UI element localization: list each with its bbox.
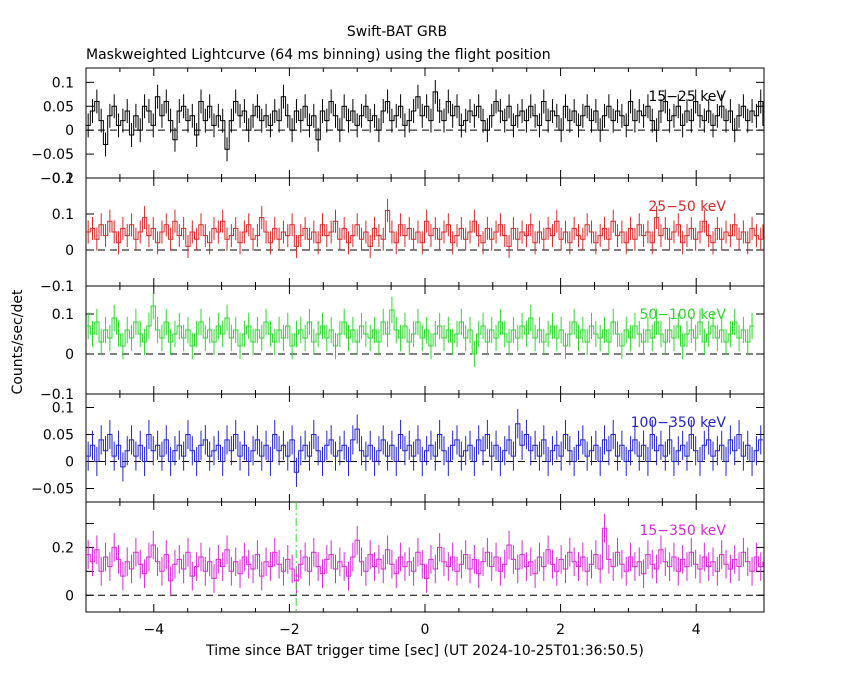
y-tick-label: −0.05 <box>31 147 74 163</box>
y-tick-label: 0 <box>65 243 74 259</box>
panel-label: 25−50 keV <box>648 199 726 215</box>
panel-4: 0 0.2 15−350 keV <box>52 501 765 613</box>
panel-label: 15−25 keV <box>648 89 726 105</box>
y-tick-label: 0.2 <box>52 171 74 187</box>
y-tick-label: 0.2 <box>52 540 74 556</box>
chart-title: Swift-BAT GRB <box>347 24 447 40</box>
panel-2: −0.1 0 0.1 50−100 keV <box>40 285 765 403</box>
y-tick-label: 0 <box>65 347 74 363</box>
panel-label: 15−350 keV <box>639 523 726 539</box>
y-tick-label: −0.1 <box>40 279 74 295</box>
y-tick-label: 0.1 <box>52 307 74 323</box>
y-tick-label: 0.05 <box>43 99 74 115</box>
step-line <box>86 91 764 150</box>
x-tick-label: −2 <box>279 622 300 638</box>
x-tick-label: −4 <box>143 622 164 638</box>
y-tick-label: 0.1 <box>52 401 74 417</box>
y-tick-label: −0.1 <box>40 387 74 403</box>
x-tick-label: 2 <box>556 622 565 638</box>
step-line <box>86 423 763 473</box>
panel-0: −0.1 −0.05 0 0.05 0.1 15−25 keV <box>31 67 765 187</box>
panel-3: −0.05 0 0.05 0.1 100−350 keV <box>31 393 765 503</box>
series-3 <box>86 409 763 487</box>
x-axis-label: Time since BAT trigger time [sec] (UT 20… <box>205 643 644 659</box>
y-tick-label: −0.05 <box>31 482 74 498</box>
y-tick-label: 0 <box>65 588 74 604</box>
series-0 <box>86 79 764 162</box>
y-axis-label: Counts/sec/det <box>10 289 26 394</box>
chart-subtitle: Maskweighted Lightcurve (64 ms binning) … <box>86 47 551 63</box>
step-line <box>86 209 764 247</box>
y-tick-label: 0 <box>65 455 74 471</box>
y-tick-label: −0.1 <box>40 171 74 187</box>
series-2 <box>86 292 755 368</box>
step-line <box>86 305 755 355</box>
y-tick-label: 0.1 <box>52 207 74 223</box>
panel-label: 100−350 keV <box>631 415 727 431</box>
series-1 <box>86 198 764 258</box>
y-tick-label: 0.05 <box>43 428 74 444</box>
y-tick-label: 0.1 <box>52 75 74 91</box>
y-tick-label: 0 <box>65 123 74 139</box>
series-4 <box>86 513 764 596</box>
panel-1: −0.1 0 0.1 0.2 25−50 keV <box>40 171 765 295</box>
panels-group: −0.1 −0.05 0 0.05 0.1 15−25 keV −0.1 0 0.1 0.2 25−… <box>31 67 765 638</box>
panel-label: 50−100 keV <box>639 307 726 323</box>
x-tick-label: 0 <box>421 622 430 638</box>
x-tick-label: 4 <box>692 622 701 638</box>
